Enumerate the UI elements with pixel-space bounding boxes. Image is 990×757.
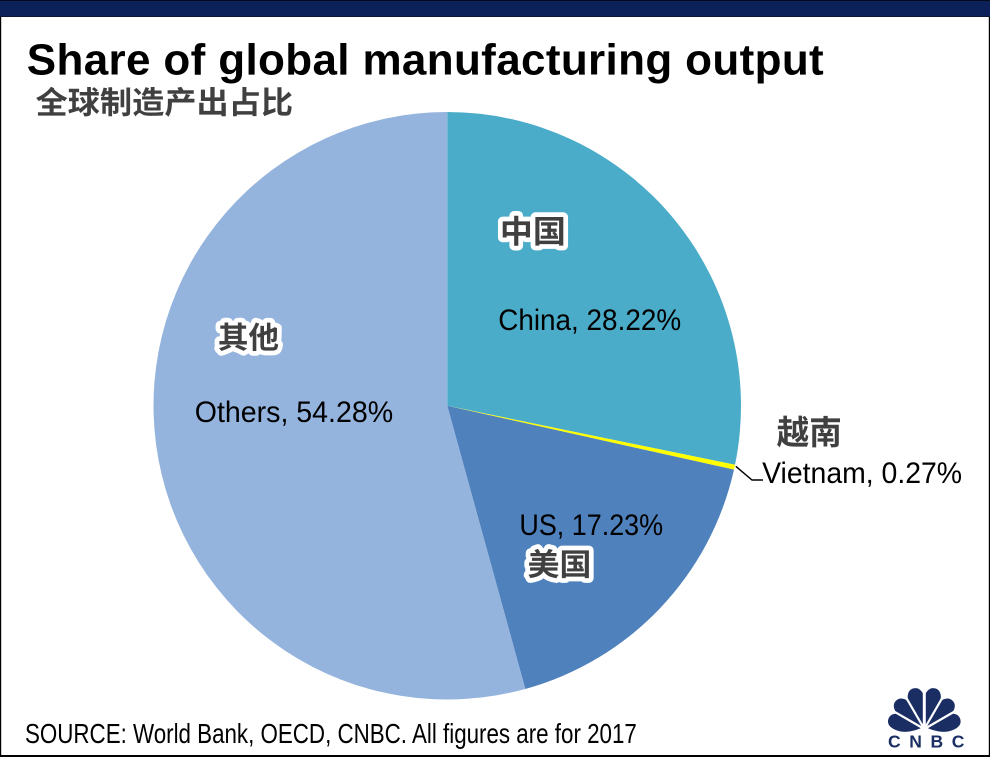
- svg-text:Others, 54.28%: Others, 54.28%: [195, 395, 393, 429]
- svg-text:Share of global manufacturing: Share of global manufacturing output: [27, 35, 824, 84]
- svg-text:SOURCE: World Bank, OECD, CNBC: SOURCE: World Bank, OECD, CNBC. All figu…: [25, 719, 637, 750]
- svg-text:US, 17.23%: US, 17.23%: [519, 508, 663, 542]
- svg-text:China, 28.22%: China, 28.22%: [498, 304, 681, 337]
- svg-text:Vietnam, 0.27%: Vietnam, 0.27%: [762, 457, 962, 490]
- svg-text:CNBC: CNBC: [888, 731, 973, 751]
